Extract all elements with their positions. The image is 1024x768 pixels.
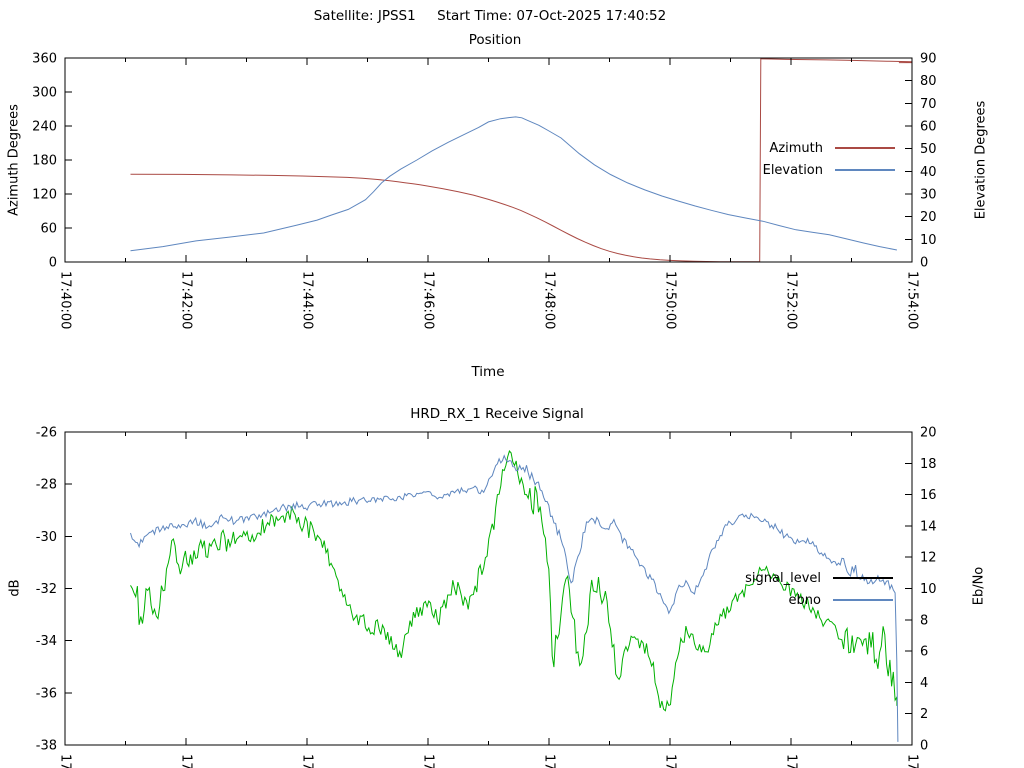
y-right-tick-label: 60 bbox=[920, 120, 937, 135]
x-tick-label: 17:44:00 bbox=[300, 271, 315, 329]
y-right-tick-label: 12 bbox=[920, 551, 937, 566]
y-left-tick-label: 360 bbox=[32, 52, 57, 67]
elevation-axis-label: Elevation Degrees bbox=[973, 100, 989, 220]
azimuth-axis-label: Azimuth Degrees bbox=[6, 104, 22, 216]
y-left-tick-label: -36 bbox=[36, 686, 57, 701]
x-tick-label: 17:42:00 bbox=[179, 271, 194, 329]
y-right-tick-label: 20 bbox=[920, 426, 937, 441]
y-left-tick-label: 120 bbox=[32, 188, 57, 203]
x-tick-label: 17:50:00 bbox=[663, 271, 678, 329]
y-left-tick-label: 60 bbox=[40, 222, 57, 237]
azimuth-legend-line bbox=[835, 147, 895, 149]
ebno-axis-label: Eb/No bbox=[971, 566, 987, 606]
signal-chart-title: HRD_RX_1 Receive Signal bbox=[410, 406, 584, 422]
y-left-tick-label: 300 bbox=[32, 86, 57, 101]
db-axis-label: dB bbox=[7, 579, 23, 597]
y-left-tick-label: 240 bbox=[32, 120, 57, 135]
y-right-tick-label: 2 bbox=[920, 707, 928, 722]
x-tick-label: 17:46:00 bbox=[421, 271, 436, 329]
x-tick-label: 17:50:00 bbox=[663, 754, 678, 768]
legend-entry-azimuth: Azimuth bbox=[763, 137, 895, 159]
x-tick-label: 17:54:00 bbox=[905, 271, 920, 329]
x-tick-label: 17:48:00 bbox=[542, 271, 557, 329]
signal_level-series-line bbox=[130, 450, 898, 712]
y-left-tick-label: 0 bbox=[49, 256, 57, 271]
signal-level-legend-line bbox=[833, 577, 893, 579]
y-right-tick-label: 18 bbox=[920, 457, 937, 472]
y-right-tick-label: 10 bbox=[920, 582, 937, 597]
ebno-legend-line bbox=[833, 599, 893, 601]
x-tick-label: 17:52:00 bbox=[784, 271, 799, 329]
azimuth-series-line bbox=[130, 58, 912, 262]
y-right-tick-label: 20 bbox=[920, 210, 937, 225]
x-tick-label: 17:44:00 bbox=[300, 754, 315, 768]
elevation-series-line bbox=[130, 116, 897, 252]
y-right-tick-label: 90 bbox=[920, 52, 937, 67]
y-left-tick-label: -38 bbox=[36, 739, 57, 754]
y-right-tick-label: 0 bbox=[920, 739, 928, 754]
x-tick-label: 17:40:00 bbox=[58, 754, 73, 768]
y-right-tick-label: 80 bbox=[920, 74, 937, 89]
y-left-tick-label: -34 bbox=[36, 634, 57, 649]
x-tick-label: 17:46:00 bbox=[421, 754, 436, 768]
legend-entry-elevation: Elevation bbox=[763, 159, 895, 181]
page-title: Satellite: JPSS1 Start Time: 07-Oct-2025… bbox=[313, 8, 667, 24]
y-right-tick-label: 14 bbox=[920, 519, 937, 534]
x-tick-label: 17:52:00 bbox=[784, 754, 799, 768]
x-tick-label: 17:42:00 bbox=[179, 754, 194, 768]
y-left-tick-label: -30 bbox=[36, 530, 57, 545]
y-right-tick-label: 8 bbox=[920, 613, 928, 628]
y-right-tick-label: 16 bbox=[920, 488, 937, 503]
y-left-tick-label: -32 bbox=[36, 582, 57, 597]
position-legend: Azimuth Elevation bbox=[763, 137, 895, 181]
position-chart: 17:40:00 17:42:00 17:44:00 17:46:00 17:48:00… bbox=[32, 52, 937, 330]
elevation-legend-line bbox=[835, 169, 895, 171]
x-tick-label: 17:48:00 bbox=[542, 754, 557, 768]
y-right-tick-label: 10 bbox=[920, 233, 937, 248]
x-tick-label: 17:54:00 bbox=[905, 754, 920, 768]
position-chart-title: Position bbox=[468, 32, 522, 48]
time-axis-label: Time bbox=[471, 364, 505, 380]
signal-legend: signal_level ebno bbox=[745, 567, 893, 611]
y-right-tick-label: 6 bbox=[920, 645, 928, 660]
legend-label-azimuth: Azimuth bbox=[769, 140, 823, 156]
y-right-tick-label: 70 bbox=[920, 97, 937, 112]
ebno-series-line bbox=[130, 454, 899, 742]
legend-label-signal-level: signal_level bbox=[745, 570, 821, 586]
y-right-tick-label: 4 bbox=[920, 676, 928, 691]
legend-label-ebno: ebno bbox=[788, 592, 821, 608]
y-left-tick-label: -26 bbox=[36, 426, 57, 441]
legend-entry-signal-level: signal_level bbox=[745, 567, 893, 589]
y-right-tick-label: 30 bbox=[920, 188, 937, 203]
signal-chart: 17:40:00 17:42:00 17:44:00 17:46:00 17:48:00… bbox=[36, 426, 937, 768]
y-right-tick-label: 40 bbox=[920, 165, 937, 180]
y-right-tick-label: 50 bbox=[920, 142, 937, 157]
y-right-tick-label: 0 bbox=[920, 256, 928, 271]
legend-entry-ebno: ebno bbox=[745, 589, 893, 611]
x-tick-label: 17:40:00 bbox=[58, 271, 73, 329]
y-left-tick-label: -28 bbox=[36, 478, 57, 493]
y-left-tick-label: 180 bbox=[32, 154, 57, 169]
legend-label-elevation: Elevation bbox=[762, 162, 823, 178]
